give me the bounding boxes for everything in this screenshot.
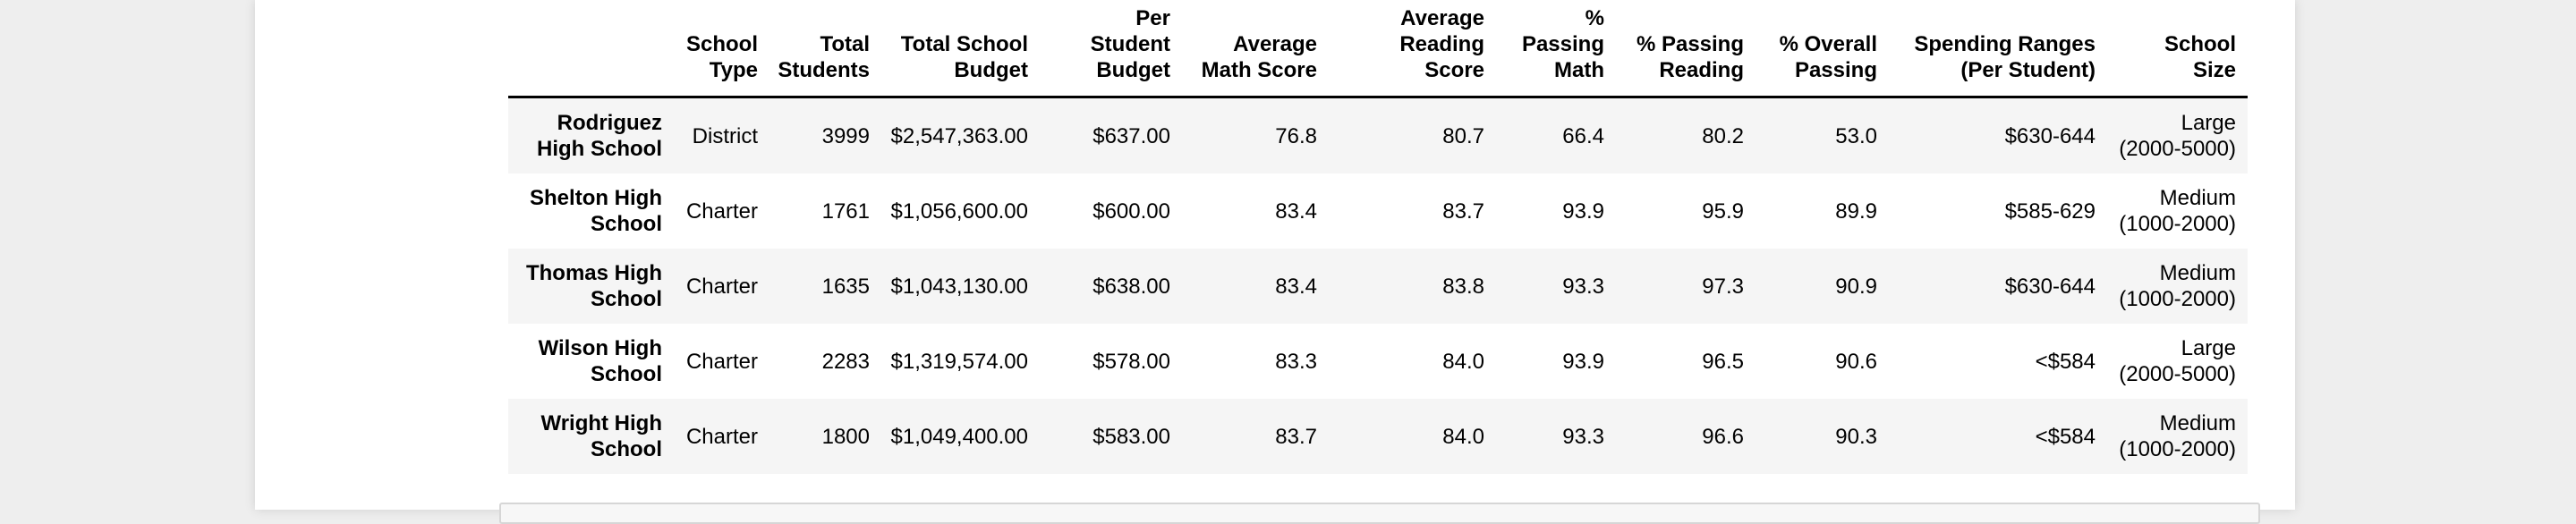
cell-school-type: Charter (685, 199, 758, 224)
table-row: Shelton High School Charter 1761 $1,056,600… (508, 173, 2248, 249)
cell-per-student-budget: $638.00 (1092, 274, 1170, 299)
cell-percent-overall-passing: 90.3 (1835, 424, 1877, 449)
cell-average-reading-score: 84.0 (1442, 424, 1484, 449)
cell-spending-ranges: <$584 (2035, 349, 2096, 374)
cell-percent-passing-math: 93.9 (1562, 349, 1604, 374)
cell-school-size: Medium (1000-2000) (2119, 261, 2236, 311)
cell-percent-overall-passing: 90.6 (1835, 349, 1877, 374)
cell-percent-overall-passing: 90.9 (1835, 274, 1877, 299)
table-row: Wilson High School Charter 2283 $1,319,574.… (508, 324, 2248, 399)
cell-average-reading-score: 80.7 (1442, 123, 1484, 148)
column-header-percent-passing-math: % Passing Math (1496, 0, 1616, 98)
cell-school-type: Charter (685, 424, 758, 449)
cell-percent-passing-reading: 96.6 (1702, 424, 1744, 449)
school-summary-table: School Type Total Students Total School Bu… (508, 0, 2248, 474)
cell-percent-overall-passing: 89.9 (1835, 199, 1877, 224)
cell-total-school-budget: $1,319,574.00 (890, 349, 1028, 374)
cell-total-school-budget: $2,547,363.00 (890, 123, 1028, 148)
cell-percent-passing-reading: 80.2 (1702, 123, 1744, 148)
cell-total-students: 2283 (821, 349, 870, 374)
column-header-index (508, 0, 674, 98)
cell-average-math-score: 83.4 (1275, 274, 1317, 299)
cell-total-students: 1800 (821, 424, 870, 449)
column-header-total-students: Total Students (769, 0, 881, 98)
column-header-spending-ranges: Spending Ranges (Per Student) (1889, 0, 2107, 98)
cell-average-math-score: 83.3 (1275, 349, 1317, 374)
row-label-school-name: Wilson High School (538, 336, 662, 386)
table-row: Rodriguez High School District 3999 $2,547,… (508, 97, 2248, 173)
cell-average-math-score: 83.4 (1275, 199, 1317, 224)
column-header-per-student-budget: Per Student Budget (1040, 0, 1182, 98)
cell-spending-ranges: $585-629 (2004, 199, 2096, 224)
table-body: Rodriguez High School District 3999 $2,547,… (508, 97, 2248, 474)
cell-percent-passing-reading: 95.9 (1702, 199, 1744, 224)
row-label-school-name: Rodriguez High School (537, 111, 662, 161)
cell-per-student-budget: $637.00 (1092, 123, 1170, 148)
cell-total-students: 1635 (821, 274, 870, 299)
column-header-percent-passing-reading: % Passing Reading (1616, 0, 1756, 98)
column-header-percent-overall-passing: % Overall Passing (1756, 0, 1889, 98)
cell-average-math-score: 83.7 (1275, 424, 1317, 449)
cell-percent-passing-math: 93.3 (1562, 424, 1604, 449)
cell-spending-ranges: <$584 (2035, 424, 2096, 449)
cell-average-math-score: 76.8 (1275, 123, 1317, 148)
cell-school-type: Charter (685, 349, 758, 374)
column-header-school-size: School Size (2107, 0, 2248, 98)
cell-total-school-budget: $1,049,400.00 (890, 424, 1028, 449)
cell-per-student-budget: $578.00 (1092, 349, 1170, 374)
cell-percent-passing-reading: 96.5 (1702, 349, 1744, 374)
column-header-average-reading-score: Average Reading Score (1329, 0, 1496, 98)
cell-percent-passing-math: 93.3 (1562, 274, 1604, 299)
column-header-school-type: School Type (674, 0, 769, 98)
cell-school-size: Large (2000-5000) (2119, 336, 2236, 386)
cell-school-size: Medium (1000-2000) (2119, 411, 2236, 461)
row-label-school-name: Shelton High School (530, 186, 662, 236)
cell-school-size: Large (2000-5000) (2119, 111, 2236, 161)
cell-per-student-budget: $583.00 (1092, 424, 1170, 449)
cell-school-size: Medium (1000-2000) (2119, 186, 2236, 236)
cell-percent-passing-math: 93.9 (1562, 199, 1604, 224)
table-row: Thomas High School Charter 1635 $1,043,130.… (508, 249, 2248, 324)
header-row: School Type Total Students Total School Bu… (508, 0, 2248, 98)
next-cell-input[interactable] (499, 503, 2260, 524)
cell-school-type: District (692, 123, 758, 148)
cell-spending-ranges: $630-644 (2004, 274, 2096, 299)
row-label-school-name: Thomas High School (525, 261, 662, 311)
cell-per-student-budget: $600.00 (1092, 199, 1170, 224)
row-label-school-name: Wright High School (540, 411, 662, 461)
cell-percent-passing-reading: 97.3 (1702, 274, 1744, 299)
cell-total-students: 1761 (821, 199, 870, 224)
cell-total-school-budget: $1,043,130.00 (890, 274, 1028, 299)
cell-percent-passing-math: 66.4 (1562, 123, 1604, 148)
column-header-average-math-score: Average Math Score (1182, 0, 1329, 98)
cell-average-reading-score: 84.0 (1442, 349, 1484, 374)
cell-spending-ranges: $630-644 (2004, 123, 2096, 148)
cell-school-type: Charter (685, 274, 758, 299)
column-header-total-school-budget: Total School Budget (881, 0, 1040, 98)
table-row: Wright High School Charter 1800 $1,049,400.… (508, 399, 2248, 474)
table-header: School Type Total Students Total School Bu… (508, 0, 2248, 98)
cell-percent-overall-passing: 53.0 (1835, 123, 1877, 148)
cell-total-school-budget: $1,056,600.00 (890, 199, 1028, 224)
cell-average-reading-score: 83.7 (1442, 199, 1484, 224)
cell-average-reading-score: 83.8 (1442, 274, 1484, 299)
cell-total-students: 3999 (821, 123, 870, 148)
